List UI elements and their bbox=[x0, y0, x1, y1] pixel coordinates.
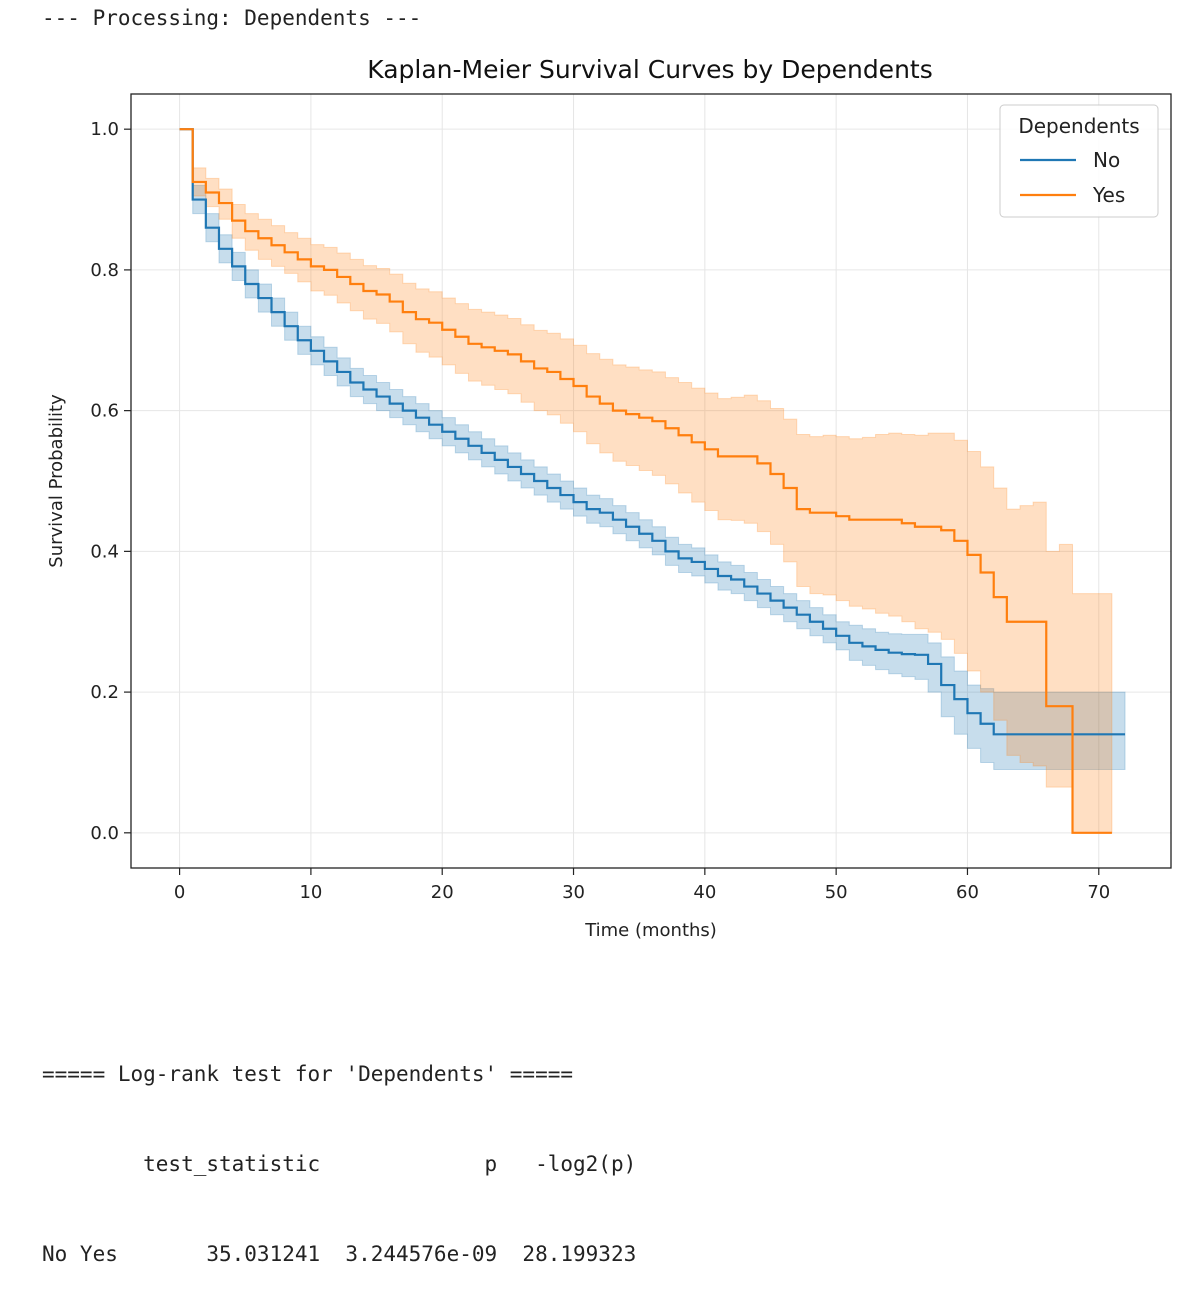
logrank-table-row: No Yes 35.031241 3.244576e-09 28.199323 bbox=[42, 1242, 637, 1266]
confidence-bands bbox=[179, 128, 1126, 834]
chart-legend: Dependents No Yes bbox=[999, 104, 1159, 218]
y-tick-label: 0.8 bbox=[90, 260, 119, 281]
legend-label-no: No bbox=[1093, 148, 1120, 172]
logrank-title: ===== Log-rank test for 'Dependents' ===… bbox=[42, 1062, 574, 1086]
output-header: --- Processing: Dependents --- bbox=[42, 6, 422, 30]
km-chart: Kaplan-Meier Survival Curves by Dependen… bbox=[0, 45, 1198, 955]
x-tick-label: 50 bbox=[825, 882, 848, 903]
logrank-output: ===== Log-rank test for 'Dependents' ===… bbox=[42, 999, 636, 1299]
x-tick-label: 40 bbox=[693, 882, 716, 903]
logrank-table-header: test_statistic p -log2(p) bbox=[42, 1152, 637, 1176]
plot-frame bbox=[130, 93, 1172, 869]
grid-lines bbox=[131, 94, 1171, 868]
y-tick-label: 0.0 bbox=[90, 823, 119, 844]
x-tick-label: 30 bbox=[562, 882, 585, 903]
x-axis-label: Time (months) bbox=[584, 920, 717, 941]
y-tick-label: 1.0 bbox=[90, 119, 119, 140]
y-tick-label: 0.2 bbox=[90, 682, 119, 703]
x-axis-ticks: 0 10 20 30 40 50 60 70 bbox=[174, 868, 1110, 903]
x-tick-label: 20 bbox=[431, 882, 454, 903]
y-tick-label: 0.6 bbox=[90, 401, 119, 422]
x-tick-label: 0 bbox=[174, 882, 185, 903]
legend-title: Dependents bbox=[1018, 114, 1139, 138]
km-chart-svg: Kaplan-Meier Survival Curves by Dependen… bbox=[46, 55, 1172, 941]
x-tick-label: 70 bbox=[1087, 882, 1110, 903]
ci-band-yes bbox=[179, 128, 1113, 834]
chart-title: Kaplan-Meier Survival Curves by Dependen… bbox=[367, 55, 933, 84]
y-axis-ticks: 0.0 0.2 0.4 0.6 0.8 1.0 bbox=[90, 119, 131, 844]
legend-label-yes: Yes bbox=[1092, 183, 1125, 207]
legend-box bbox=[999, 104, 1159, 218]
x-tick-label: 10 bbox=[299, 882, 322, 903]
series-line-yes bbox=[179, 128, 1112, 834]
x-tick-label: 60 bbox=[956, 882, 979, 903]
series-line-no bbox=[179, 128, 1126, 736]
y-tick-label: 0.4 bbox=[90, 541, 119, 562]
survival-lines bbox=[179, 128, 1126, 834]
ci-band-no bbox=[179, 128, 1126, 770]
y-axis-label: Survival Probability bbox=[46, 394, 67, 568]
